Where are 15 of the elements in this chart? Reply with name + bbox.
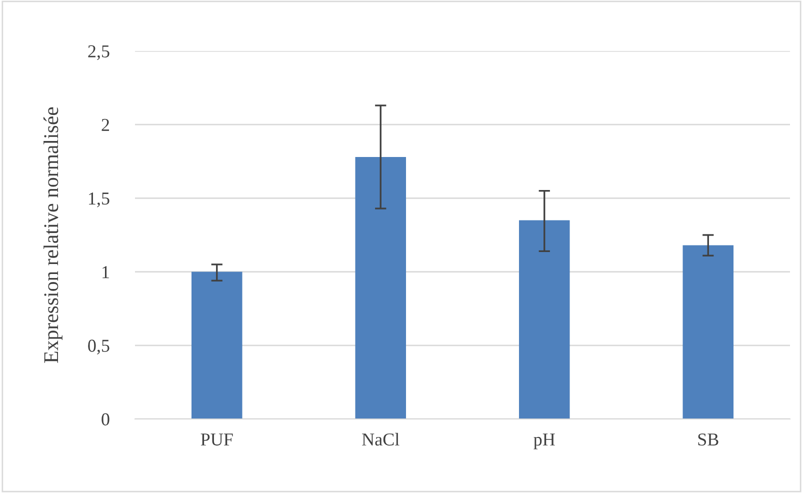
y-tick-label: 0,5 xyxy=(88,340,110,354)
bar xyxy=(191,272,242,419)
bar xyxy=(355,156,406,419)
x-tick-label: PUF xyxy=(200,434,233,446)
bar xyxy=(518,220,570,419)
y-tick-label: 0 xyxy=(102,413,110,426)
y-tick-label: 2 xyxy=(102,118,110,131)
y-axis-title: Expression relative normalisée xyxy=(44,107,62,363)
x-tick-label: SB xyxy=(698,433,718,446)
x-tick-label: NaCl xyxy=(362,432,400,446)
x-tick-label: pH xyxy=(534,434,555,450)
bar xyxy=(682,245,734,419)
y-tick-label: 2,5 xyxy=(88,45,110,60)
y-tick-label: 1,5 xyxy=(89,192,110,208)
y-tick-label: 1 xyxy=(102,266,109,278)
